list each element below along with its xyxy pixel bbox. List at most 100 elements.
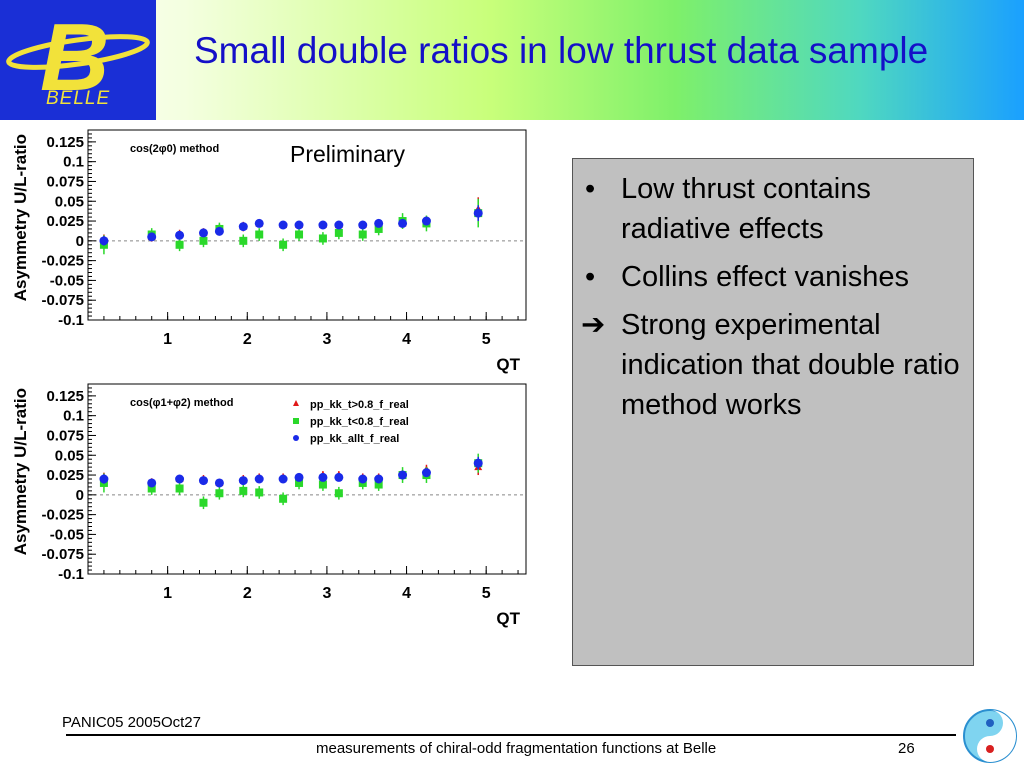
x-tick-label: 2 <box>243 585 252 602</box>
data-point-circle <box>334 220 344 230</box>
legend-label: pp_kk_t<0.8_f_real <box>310 416 409 428</box>
x-tick-label: 1 <box>163 585 172 602</box>
data-point-circle <box>374 474 384 484</box>
data-point-square <box>239 236 248 245</box>
plot-frame <box>87 129 527 321</box>
belle-logo: B BELLE <box>0 0 156 120</box>
footer-conference: PANIC05 2005Oct27 <box>62 714 201 731</box>
y-tick-label: 0.05 <box>55 447 84 464</box>
y-tick-label: -0.05 <box>50 272 84 289</box>
x-axis-label: QT <box>496 355 520 374</box>
data-point-circle <box>214 226 224 236</box>
data-point-circle <box>358 474 368 484</box>
bullet-marker: • <box>585 261 596 293</box>
logo-text: BELLE <box>46 88 111 109</box>
footer-talk-title: measurements of chiral-odd fragmentation… <box>316 740 717 757</box>
data-point-circle <box>318 220 328 230</box>
data-point-circle <box>175 474 185 484</box>
data-point-circle <box>358 220 368 230</box>
chart-cos2phi0: 0.125 0.1 0.075 0.05 0.025 0 -0.025 -0.05 -0.075… <box>11 129 527 374</box>
y-tick-label: 0.075 <box>46 173 84 190</box>
plot-frame <box>87 383 527 575</box>
y-axis-label: Asymmetry U/L-ratio <box>11 134 30 301</box>
conference-logo-icon <box>963 709 1017 763</box>
legend-marker <box>293 400 299 406</box>
data-point-circle <box>398 470 408 480</box>
y-tick-label: 0.025 <box>46 213 84 230</box>
data-point-circle <box>473 458 483 468</box>
x-tick-label: 2 <box>243 331 252 348</box>
data-point-square <box>239 486 248 495</box>
y-tick-label: -0.1 <box>58 312 84 329</box>
data-point-square <box>334 489 343 498</box>
chart-cosphi1phi2: 0.125 0.1 0.075 0.05 0.025 0 -0.025 -0.05 -0.075… <box>11 383 527 628</box>
data-point-circle <box>294 220 304 230</box>
y-tick-label: -0.1 <box>58 566 84 583</box>
bullet-list: • Low thrust contains radiative effects •… <box>573 159 973 425</box>
y-tick-label: -0.075 <box>41 292 84 309</box>
data-point-square <box>374 224 383 233</box>
data-point-square <box>175 484 184 493</box>
data-point-square <box>318 480 327 489</box>
y-tick-label: 0.125 <box>46 388 84 405</box>
data-point-circle <box>318 472 328 482</box>
arrow-icon: ➔ <box>581 309 606 341</box>
x-tick-label: 5 <box>482 331 491 348</box>
data-point-circle <box>254 218 264 228</box>
legend-label: pp_kk_allt_f_real <box>310 433 399 445</box>
footer-divider <box>66 734 956 736</box>
y-tick-label: 0.125 <box>46 134 84 151</box>
data-point-circle <box>473 208 483 218</box>
legend-marker <box>293 418 299 424</box>
data-point-square <box>175 240 184 249</box>
data-point-square <box>318 234 327 243</box>
belle-b-icon: B <box>6 4 150 111</box>
slide-header: B BELLE Small double ratios in low thrus… <box>0 0 1024 120</box>
data-point-square <box>147 484 156 493</box>
x-tick-label: 5 <box>482 585 491 602</box>
data-point-square <box>255 488 264 497</box>
data-point-square <box>279 240 288 249</box>
y-tick-label: 0.05 <box>55 193 84 210</box>
x-tick-label: 3 <box>322 331 331 348</box>
data-point-square <box>199 498 208 507</box>
bullet-text: Collins effect vanishes <box>621 261 910 293</box>
data-point-circle <box>294 472 304 482</box>
logo-letter: B <box>40 4 109 111</box>
data-point-circle <box>147 478 157 488</box>
data-point-circle <box>214 478 224 488</box>
bullet-item: • Collins effect vanishes <box>581 257 971 297</box>
y-tick-label: -0.05 <box>50 526 84 543</box>
bullet-item: ➔ Strong experimental indication that dou… <box>581 305 971 425</box>
data-point-circle <box>238 222 248 232</box>
x-axis-label: QT <box>496 609 520 628</box>
y-tick-label: -0.025 <box>41 253 84 270</box>
y-tick-label: 0.075 <box>46 427 84 444</box>
bullet-text: Low thrust contains radiative effects <box>621 173 871 245</box>
data-point-square <box>279 494 288 503</box>
data-point-circle <box>421 468 431 478</box>
data-point-square <box>334 228 343 237</box>
data-point-square <box>374 480 383 489</box>
x-tick-label: 4 <box>402 331 411 348</box>
data-point-circle <box>421 216 431 226</box>
data-point-circle <box>175 230 185 240</box>
bullet-text: Strong experimental indication that doub… <box>621 309 960 421</box>
y-tick-label: 0 <box>76 233 84 250</box>
y-tick-label: 0.025 <box>46 467 84 484</box>
method-label: cos(φ1+φ2) method <box>130 397 233 409</box>
data-point-circle <box>398 218 408 228</box>
slide-title: Small double ratios in low thrust data s… <box>194 30 929 71</box>
data-point-square <box>255 230 264 239</box>
y-tick-label: 0.1 <box>63 408 84 425</box>
data-point-circle <box>238 476 248 486</box>
summary-box: • Low thrust contains radiative effects •… <box>572 158 974 666</box>
legend-marker <box>293 435 299 441</box>
data-point-circle <box>99 236 109 246</box>
x-tick-label: 4 <box>402 585 411 602</box>
data-point-square <box>199 236 208 245</box>
data-point-circle <box>278 474 288 484</box>
y-tick-label: 0 <box>76 487 84 504</box>
y-tick-label: -0.075 <box>41 546 84 563</box>
x-tick-label: 3 <box>322 585 331 602</box>
